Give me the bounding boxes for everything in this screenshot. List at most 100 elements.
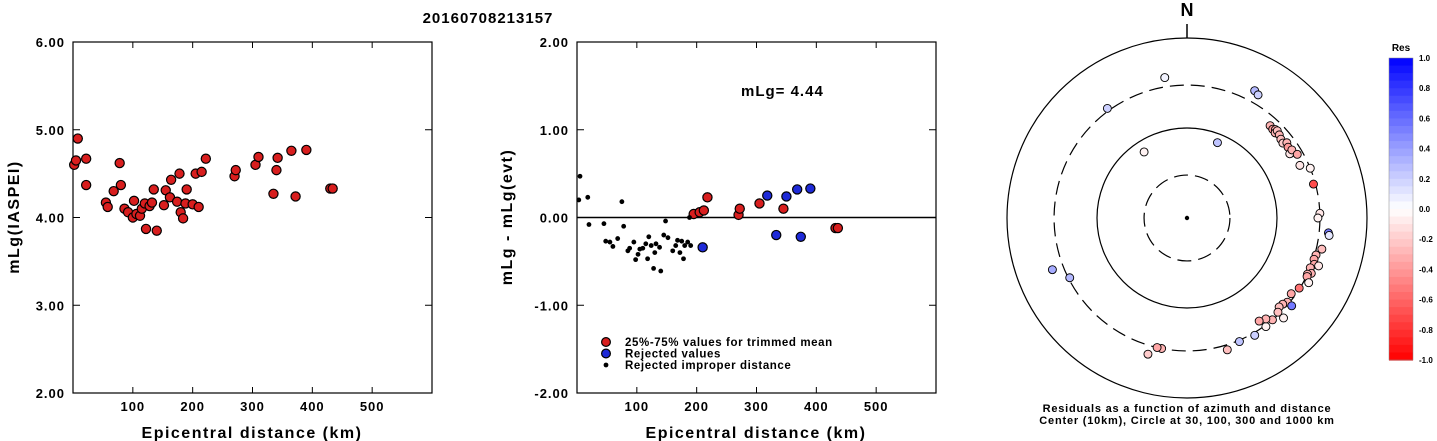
colorbar-segment [1389,65,1413,74]
data-point [200,153,212,164]
colorbar-segment [1389,344,1413,354]
polar-caption-line-2: Center (10km), Circle at 30, 100, 300 an… [1039,415,1334,427]
colorbar-segment [1389,193,1413,203]
x-axis-label: Epicentral distance (km) [646,425,867,441]
polar-caption-line-1: Residuals as a function of azimuth and d… [1043,403,1332,415]
colorbar-segment [1389,261,1413,270]
colorbar-segment [1389,246,1413,255]
data-point [171,196,183,207]
data-point [128,195,140,207]
data-point [621,223,627,229]
colorbar-segment [1389,103,1413,112]
data-point [648,243,654,248]
data-point [682,243,688,248]
data-point [832,222,844,234]
colorbar-tick-label: 0.6 [1419,114,1431,123]
residual-point [1324,231,1334,240]
y-tick-label: 6.00 [36,35,65,50]
data-point [631,239,637,245]
x-tick-label: 300 [744,399,769,414]
data-point [615,236,621,241]
residual-point [1253,90,1263,100]
data-point [791,184,803,195]
colorbar-segment [1389,178,1413,187]
data-points [576,173,844,274]
y-tick-label: -1.00 [534,298,569,313]
data-point [601,221,607,227]
data-point [586,222,592,227]
colorbar-segment [1389,284,1413,293]
colorbar-segment [1389,88,1413,97]
colorbar-segment [1389,231,1413,240]
residual-point [1294,283,1304,293]
data-point [115,179,127,191]
data-point [762,190,773,201]
data-point [165,174,177,185]
colorbar-tick-label: -0.4 [1419,265,1433,274]
residual-point [1287,301,1297,311]
data-point [268,188,279,200]
distance-ring [1006,37,1368,399]
data-point [271,164,282,176]
data-point [576,197,582,203]
axis-ticks: 100 200 300 400 500 -2.00 -1.00 0.00 1.00 2.00 [534,35,936,414]
data-point [640,245,646,251]
colorbar-segment [1389,186,1413,195]
colorbar-segment [1389,254,1413,263]
colorbar-segment [1389,80,1413,89]
data-point [253,151,264,163]
data-point [697,242,708,253]
colorbar-tick-label: 0.8 [1419,84,1431,93]
magnitude-vs-distance-panel: 100 200 300 400 500 2.00 3.00 4.00 5.00 6.00 Epic… [6,35,433,441]
legend-label: Rejected values [625,349,721,361]
data-point [681,256,686,262]
colorbar-segment [1389,322,1413,331]
residual-point [1212,138,1222,148]
colorbar-segment [1389,269,1413,278]
residual-point [1047,265,1057,275]
x-tick-label: 100 [120,399,145,414]
residual-point [1292,149,1302,159]
data-point [146,197,158,208]
residual-point [1261,322,1271,332]
data-point [646,234,652,240]
colorbar-segment [1389,73,1413,82]
colorbar-frame [1388,57,1414,361]
data-point [687,215,692,220]
colorbar-tick-label: 0.4 [1419,145,1431,154]
data-point [805,183,816,194]
residual-point [1222,345,1232,355]
colorbar-tick-label: -0.6 [1419,296,1433,305]
x-tick-label: 300 [240,399,265,414]
legend-marker [603,362,609,368]
colorbar-segment [1389,141,1413,150]
residual-point [1234,337,1244,347]
data-point [652,250,658,256]
epicenter-marker [1184,215,1190,221]
residual-point [1250,330,1260,340]
colorbar-segment [1389,125,1413,135]
data-point [70,155,82,166]
data-point [610,244,616,249]
data-point [327,183,338,194]
data-point [603,238,609,244]
axis-ticks: 100 200 300 400 500 2.00 3.00 4.00 5.00 6.00 [36,35,432,414]
residual-point [1313,213,1323,223]
azimuth-distance-polar-panel: N Residuals as a function of azimuth and… [1006,0,1433,427]
data-point [627,245,633,251]
data-point [675,237,680,243]
data-point [781,191,792,202]
residual-point [1305,163,1315,173]
plot-frame [72,41,433,394]
colorbar-segment [1389,329,1413,338]
residual-vs-distance-panel: 100 200 300 400 500 -2.00 -1.00 0.00 1.00 2.00 mL… [499,35,937,441]
colorbar-segment [1389,299,1413,308]
data-point [795,231,806,243]
data-point [80,179,92,191]
y-tick-label: 2.00 [540,35,569,50]
residual-point [1160,73,1170,83]
y-tick-label: 3.00 [36,298,65,313]
residual-point [1065,273,1075,283]
colorbar-segment [1389,58,1413,67]
